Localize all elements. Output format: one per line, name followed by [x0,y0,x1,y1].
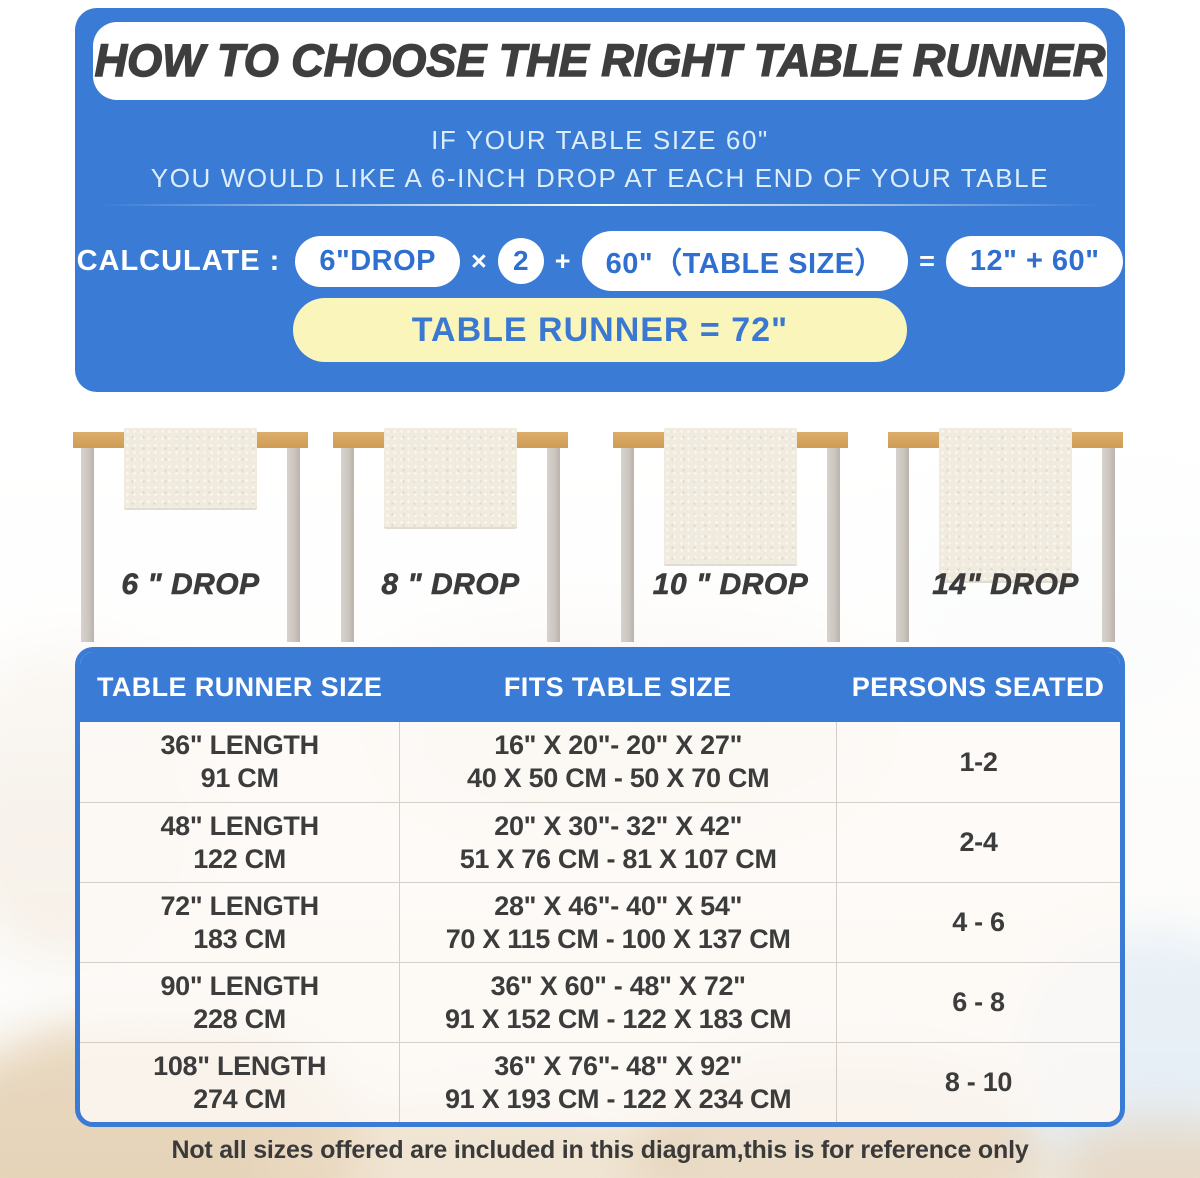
runner-size-cm: 91 CM [200,763,279,793]
fits-size-cm: 91 X 152 CM - 122 X 183 CM [444,1003,792,1034]
table-leg-left [621,448,634,642]
table-runner-cloth [939,428,1072,581]
drop-illustration-8in: 8 " DROP [333,420,568,642]
fits-table-size-cell: 20" X 30"- 32" X 42" 51 X 76 CM - 81 X 1… [399,803,836,882]
persons-seated-value: 2-4 [959,827,998,857]
fits-size-cm: 51 X 76 CM - 81 X 107 CM [459,843,777,874]
table-row: 72" LENGTH 183 CM 28" X 46"- 40" X 54" 7… [80,882,1120,962]
column-header-runner-size: TABLE RUNNER SIZE [96,671,383,702]
formula-result-pill: 12" + 60" [945,235,1124,287]
table-row: 90" LENGTH 228 CM 36" X 60" - 48" X 72" … [80,962,1120,1042]
runner-size-inches: 36" LENGTH [160,730,319,760]
table-row: 48" LENGTH 122 CM 20" X 30"- 32" X 42" 5… [80,802,1120,882]
column-header-persons-seated: PERSONS SEATED [851,671,1105,702]
multiplier-badge: 2 [497,238,544,284]
footer-note: Not all sizes offered are included in th… [171,1136,1029,1164]
fits-size-inches: 36" X 60" - 48" X 72" [490,970,746,1001]
title-banner: HOW TO CHOOSE THE RIGHT TABLE RUNNER [93,22,1107,100]
fits-size-inches: 16" X 20"- 20" X 27" [494,730,743,760]
runner-size-cm: 122 CM [193,843,286,874]
persons-seated-value: 4 - 6 [952,907,1005,937]
subtitle-line-2: YOU WOULD LIKE A 6-INCH DROP AT EACH END… [150,163,1050,193]
runner-size-cm: 183 CM [193,923,286,954]
drop-label-8in: 8 " DROP [381,568,520,602]
fits-size-inches: 36" X 76"- 48" X 92" [494,1050,743,1081]
table-leg-left [81,448,94,642]
fits-size-cm: 91 X 193 CM - 122 X 234 CM [444,1083,792,1114]
runner-size-inches: 90" LENGTH [160,970,319,1001]
table-header-row: TABLE RUNNER SIZE FITS TABLE SIZE PERSON… [80,652,1120,722]
hero-panel: HOW TO CHOOSE THE RIGHT TABLE RUNNER IF … [75,8,1125,392]
table-leg-right [827,448,840,642]
page-title: HOW TO CHOOSE THE RIGHT TABLE RUNNER [94,34,1106,86]
runner-size-cell: 90" LENGTH 228 CM [80,963,399,1042]
runner-size-inches: 48" LENGTH [160,810,319,841]
table-row: 108" LENGTH 274 CM 36" X 76"- 48" X 92" … [80,1042,1120,1122]
drop-pill: 6"DROP [295,235,460,287]
runner-size-cm: 274 CM [193,1083,286,1114]
persons-seated-cell: 6 - 8 [836,963,1120,1042]
drop-illustration-10in: 10 " DROP [613,420,848,642]
drop-illustration-6in: 6 " DROP [73,420,308,642]
fits-table-size-cell: 36" X 76"- 48" X 92" 91 X 193 CM - 122 X… [399,1043,836,1122]
fits-size-inches: 28" X 46"- 40" X 54" [494,890,743,921]
table-runner-cloth [384,428,517,527]
calculation-formula: CALCULATE : 6"DROP × 2 + 60"（TABLE SIZE）… [75,231,1125,291]
divider-line [97,204,1103,206]
size-table: TABLE RUNNER SIZE FITS TABLE SIZE PERSON… [75,647,1125,1127]
table-leg-left [341,448,354,642]
persons-seated-cell: 2-4 [836,803,1120,882]
runner-size-cm: 228 CM [193,1003,286,1034]
table-row: 36" LENGTH 91 CM 16" X 20"- 20" X 27" 40… [80,722,1120,802]
drop-label-14in: 14" DROP [932,568,1079,602]
persons-seated-cell: 1-2 [836,722,1120,802]
table-leg-right [287,448,300,642]
persons-seated-cell: 4 - 6 [836,883,1120,962]
table-leg-left [896,448,909,642]
runner-size-inches: 108" LENGTH [153,1050,327,1081]
result-banner: TABLE RUNNER = 72" [293,298,907,362]
column-header-fits-table-size: FITS TABLE SIZE [503,671,732,702]
fits-size-cm: 70 X 115 CM - 100 X 137 CM [445,923,791,954]
fits-size-cm: 40 X 50 CM - 50 X 70 CM [467,763,770,793]
runner-size-inches: 72" LENGTH [160,890,319,921]
persons-seated-value: 8 - 10 [944,1067,1013,1097]
drop-label-10in: 10 " DROP [652,568,809,602]
fits-size-inches: 20" X 30"- 32" X 42" [494,810,743,841]
equals-sign: = [919,245,935,276]
runner-size-cell: 36" LENGTH 91 CM [80,722,399,802]
table-leg-right [1102,448,1115,642]
fits-table-size-cell: 16" X 20"- 20" X 27" 40 X 50 CM - 50 X 7… [399,722,836,802]
persons-seated-value: 1-2 [959,746,998,777]
runner-size-cell: 72" LENGTH 183 CM [80,883,399,962]
fits-table-size-cell: 36" X 60" - 48" X 72" 91 X 152 CM - 122 … [399,963,836,1042]
table-size-pill: 60"（TABLE SIZE） [581,231,909,291]
table-leg-right [547,448,560,642]
calculate-label: CALCULATE : [76,244,281,277]
drop-illustration-14in: 14" DROP [888,420,1123,642]
persons-seated-value: 6 - 8 [952,987,1005,1017]
fits-table-size-cell: 28" X 46"- 40" X 54" 70 X 115 CM - 100 X… [399,883,836,962]
runner-size-cell: 48" LENGTH 122 CM [80,803,399,882]
runner-size-cell: 108" LENGTH 274 CM [80,1043,399,1122]
table-runner-cloth [664,428,797,564]
multiply-sign: × [471,245,487,276]
table-runner-cloth [124,428,257,508]
subtitle-line-1: IF YOUR TABLE SIZE 60" [431,125,769,155]
persons-seated-cell: 8 - 10 [836,1043,1120,1122]
drop-label-6in: 6 " DROP [121,568,260,602]
plus-sign: + [554,245,571,276]
